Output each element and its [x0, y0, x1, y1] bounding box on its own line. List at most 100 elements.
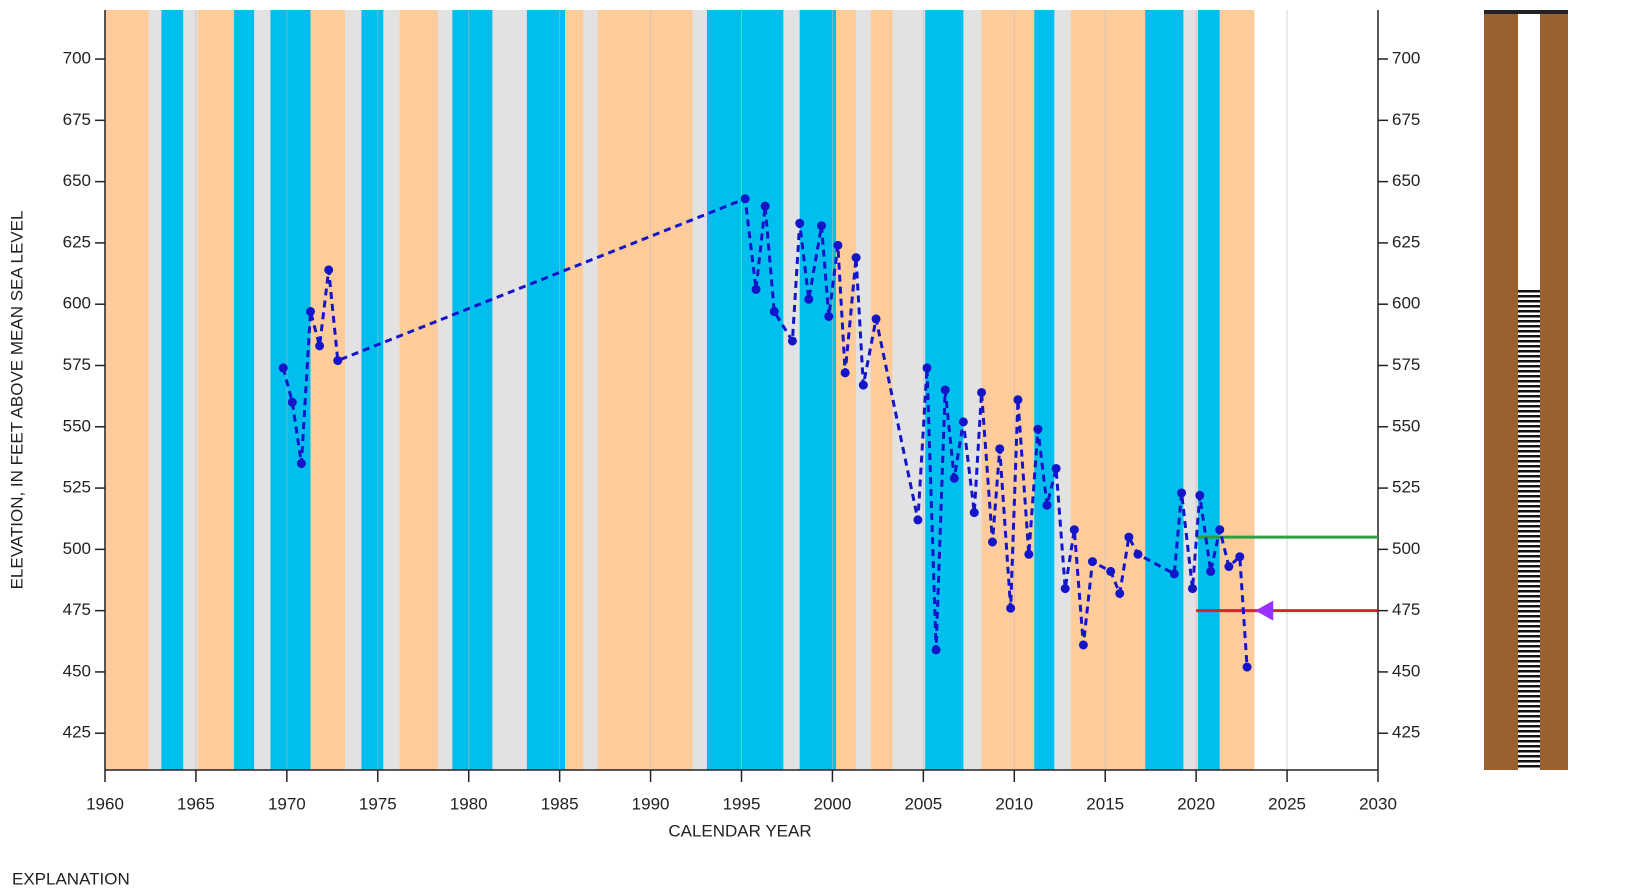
- y2-tick-label: 625: [1392, 232, 1420, 251]
- year-band: [452, 10, 493, 770]
- data-point: [1024, 549, 1034, 559]
- y-tick-label: 625: [63, 232, 91, 251]
- well-casing: [1518, 10, 1540, 288]
- year-band: [981, 10, 1035, 770]
- data-point: [1069, 525, 1079, 535]
- data-point: [851, 253, 861, 263]
- y-tick-label: 500: [63, 539, 91, 558]
- x-tick-label: 1960: [86, 794, 124, 813]
- data-point: [287, 397, 297, 407]
- data-point: [1224, 562, 1234, 572]
- y2-tick-label: 425: [1392, 723, 1420, 742]
- x-tick-label: 1970: [268, 794, 306, 813]
- data-point: [296, 459, 306, 469]
- x-tick-label: 2005: [904, 794, 942, 813]
- data-point: [840, 368, 850, 378]
- y-tick-label: 525: [63, 478, 91, 497]
- data-point: [1206, 566, 1216, 576]
- year-band: [836, 10, 857, 770]
- x-tick-label: 2020: [1177, 794, 1215, 813]
- year-band: [1070, 10, 1146, 770]
- data-point: [922, 363, 932, 373]
- data-point: [940, 385, 950, 395]
- x-tick-label: 1980: [450, 794, 488, 813]
- data-point: [1115, 588, 1125, 598]
- data-point: [324, 265, 334, 275]
- year-band: [270, 10, 311, 770]
- data-point: [1006, 603, 1016, 613]
- y2-tick-label: 525: [1392, 478, 1420, 497]
- y2-tick-label: 450: [1392, 661, 1420, 680]
- data-point: [1188, 584, 1198, 594]
- data-point: [740, 194, 750, 204]
- y-tick-label: 475: [63, 600, 91, 619]
- well-screen: [1518, 288, 1540, 770]
- year-band: [399, 10, 438, 770]
- data-point: [995, 444, 1005, 454]
- y2-tick-label: 500: [1392, 539, 1420, 558]
- y-tick-label: 650: [63, 171, 91, 190]
- data-point: [977, 387, 987, 397]
- year-band: [234, 10, 255, 770]
- x-tick-label: 1995: [723, 794, 761, 813]
- data-point: [931, 645, 941, 655]
- x-tick-label: 2025: [1268, 794, 1306, 813]
- data-point: [1051, 463, 1061, 473]
- year-band: [1197, 10, 1220, 770]
- data-point: [1124, 532, 1134, 542]
- year-band: [565, 10, 584, 770]
- data-point: [769, 307, 779, 317]
- data-point: [1013, 395, 1023, 405]
- well-cap: [1484, 10, 1568, 14]
- data-point: [1106, 566, 1116, 576]
- x-tick-label: 2000: [814, 794, 852, 813]
- data-point: [751, 284, 761, 294]
- data-point: [969, 508, 979, 518]
- series-line: [281, 196, 1249, 668]
- water-level-marker: [1255, 600, 1274, 621]
- data-point: [1195, 490, 1205, 500]
- year-band: [310, 10, 346, 770]
- y2-tick-label: 575: [1392, 355, 1420, 374]
- data-point: [824, 311, 834, 321]
- y2-tick-label: 550: [1392, 416, 1420, 435]
- plot-area: 1960 1965 1970 1975 1980 1985 1990 1995 2000 2005…: [63, 10, 1420, 813]
- y2-tick-label: 475: [1392, 600, 1420, 619]
- data-point: [760, 201, 770, 211]
- data-point: [278, 363, 288, 373]
- x-axis-label: CALENDAR YEAR: [668, 821, 811, 840]
- x-tick-label: 1990: [632, 794, 670, 813]
- data-point: [1042, 500, 1052, 510]
- y-axis-label: ELEVATION, IN FEET ABOVE MEAN SEA LEVEL: [7, 211, 26, 590]
- x-tick-label: 2030: [1359, 794, 1397, 813]
- year-band: [161, 10, 184, 770]
- data-point: [795, 218, 805, 228]
- y2-tick-label: 650: [1392, 171, 1420, 190]
- data-point: [305, 307, 315, 317]
- year-band: [197, 10, 235, 770]
- y-tick-label: 550: [63, 416, 91, 435]
- data-point: [833, 240, 843, 250]
- y-tick-label: 700: [63, 49, 91, 68]
- y-tick-label: 575: [63, 355, 91, 374]
- year-band: [1034, 10, 1055, 770]
- y-tick-label: 600: [63, 294, 91, 313]
- year-band: [597, 10, 693, 770]
- data-point: [817, 221, 827, 231]
- data-point: [315, 341, 325, 351]
- data-point: [787, 336, 797, 346]
- data-point: [1087, 557, 1097, 567]
- data-point: [1033, 424, 1043, 434]
- year-band: [799, 10, 837, 770]
- well-diagram: [1484, 10, 1568, 770]
- explanation-heading: EXPLANATION: [12, 869, 130, 888]
- data-point: [987, 537, 997, 547]
- y2-tick-label: 675: [1392, 110, 1420, 129]
- data-point: [1169, 569, 1179, 579]
- y2-tick-label: 600: [1392, 294, 1420, 313]
- data-point: [1133, 549, 1143, 559]
- data-point: [1060, 584, 1070, 594]
- y-tick-label: 425: [63, 723, 91, 742]
- x-tick-label: 2015: [1086, 794, 1124, 813]
